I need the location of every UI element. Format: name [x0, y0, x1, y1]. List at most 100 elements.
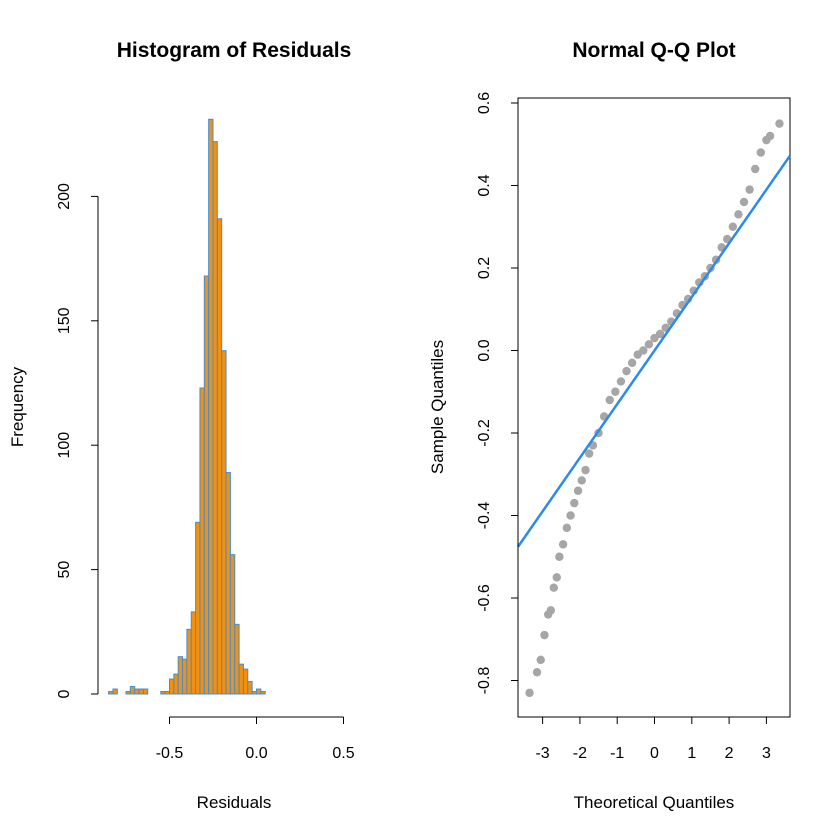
histogram-bar	[216, 218, 223, 695]
qq-x-tick-label: 2	[725, 745, 734, 762]
histogram-x-tick-label: 0.5	[332, 745, 354, 762]
qq-y-axis-label: Sample Quantiles	[428, 340, 447, 474]
qq-point	[728, 222, 738, 231]
histogram-y-tick-label: 100	[56, 432, 73, 459]
histogram-y-tick-label: 200	[56, 183, 73, 210]
histogram-bar	[129, 686, 136, 695]
qq-point	[573, 486, 583, 495]
histogram-bar	[169, 678, 175, 695]
qq-point	[570, 498, 579, 508]
histogram-bar	[182, 658, 188, 695]
qq-point	[566, 511, 575, 520]
qq-panel: Normal Q-Q Plot Theoretical Quantiles Sa…	[428, 39, 792, 812]
qq-point	[655, 329, 665, 339]
qq-x-tick-label: 0	[650, 745, 659, 762]
histogram-bar	[173, 673, 179, 695]
qq-point	[751, 164, 760, 174]
qq-point	[616, 377, 626, 386]
qq-point	[622, 366, 631, 376]
histogram-bar	[229, 554, 236, 695]
histogram-bar	[221, 350, 227, 695]
qq-point	[581, 465, 590, 475]
qq-point	[611, 387, 620, 396]
qq-y-tick-label: -0.6	[476, 584, 493, 612]
histogram-bar	[251, 691, 257, 695]
qq-x-axis-label: Theoretical Quantiles	[574, 793, 735, 812]
histogram-y-axis-label: Frequency	[8, 366, 27, 447]
qq-point	[525, 688, 534, 698]
histogram-bar	[256, 688, 262, 695]
histogram-x-tick-label: 0.0	[245, 745, 267, 762]
histogram-bar	[138, 688, 144, 695]
qq-point	[558, 540, 568, 549]
histogram-bar	[160, 691, 166, 695]
histogram-bar	[190, 611, 197, 695]
qq-point	[639, 346, 648, 355]
histogram-bar	[247, 681, 253, 695]
histogram-panel: Histogram of Residuals Residuals Frequen…	[8, 39, 355, 812]
qq-x-tick-label: -3	[535, 745, 549, 762]
qq-y-tick-label: -0.2	[476, 419, 493, 447]
histogram-x-axis-label: Residuals	[197, 793, 272, 812]
qq-point	[756, 148, 766, 157]
qq-point	[562, 523, 572, 533]
qq-point	[532, 668, 542, 677]
qq-x-tick-label: 3	[762, 745, 771, 762]
qq-point	[540, 630, 549, 640]
histogram-bar	[177, 656, 184, 695]
histogram-y-tick-label: 0	[56, 689, 73, 698]
histogram-bar	[195, 521, 201, 695]
histogram-y-tick-label: 50	[56, 561, 73, 579]
histogram-bar	[208, 118, 214, 695]
qq-y-tick-label: 0.4	[476, 174, 493, 196]
histogram-y-tick-label: 150	[56, 307, 73, 334]
qq-y-axis: -0.8 -0.6 -0.4 -0.2 0.0 0.2 0.4 0.6	[476, 92, 519, 695]
qq-point	[734, 210, 743, 219]
qq-reference-line	[516, 154, 792, 548]
qq-point	[644, 340, 654, 349]
qq-point	[585, 449, 594, 458]
histogram-bar	[234, 623, 240, 695]
qq-point	[549, 583, 558, 592]
histogram-bar	[125, 691, 131, 695]
histogram-bar	[242, 668, 249, 695]
qq-point	[536, 655, 545, 665]
qq-y-tick-label: -0.4	[476, 502, 493, 530]
histogram-bar	[199, 387, 205, 695]
histogram-bar	[203, 275, 210, 695]
qq-point	[627, 358, 637, 368]
histogram-bar	[260, 691, 266, 695]
qq-y-tick-label: 0.0	[476, 339, 493, 361]
histogram-bar	[238, 663, 244, 695]
qq-title: Normal Q-Q Plot	[572, 39, 735, 62]
qq-x-tick-label: 1	[687, 745, 696, 762]
histogram-title: Histogram of Residuals	[117, 39, 352, 62]
qq-point	[775, 119, 784, 128]
histogram-bar	[134, 688, 140, 695]
histogram-bar	[112, 688, 118, 695]
histogram-x-axis: -0.5 0.0 0.5	[156, 716, 355, 762]
qq-point	[605, 395, 614, 405]
qq-y-tick-label: -0.8	[476, 667, 493, 695]
qq-y-tick-label: 0.2	[476, 257, 493, 279]
qq-reference-line-group	[516, 154, 792, 548]
histogram-bar	[212, 141, 218, 695]
histogram-bar	[142, 688, 149, 695]
qq-point	[555, 552, 564, 561]
histogram-bar	[108, 691, 114, 695]
histogram-bar	[186, 628, 192, 695]
qq-x-axis: -3 -2 -1 0 1 2 3	[535, 716, 771, 762]
histogram-bar	[164, 691, 170, 695]
qq-point	[577, 476, 586, 485]
histogram-y-axis: 0 50 100 150 200	[56, 183, 99, 698]
qq-y-tick-label: 0.6	[476, 92, 493, 114]
histogram-bars	[108, 118, 266, 695]
histogram-bar	[225, 472, 231, 695]
qq-point	[552, 573, 561, 582]
qq-x-tick-label: -2	[573, 745, 587, 762]
qq-point	[546, 606, 556, 615]
qq-point	[745, 185, 754, 194]
qq-point	[765, 131, 775, 141]
